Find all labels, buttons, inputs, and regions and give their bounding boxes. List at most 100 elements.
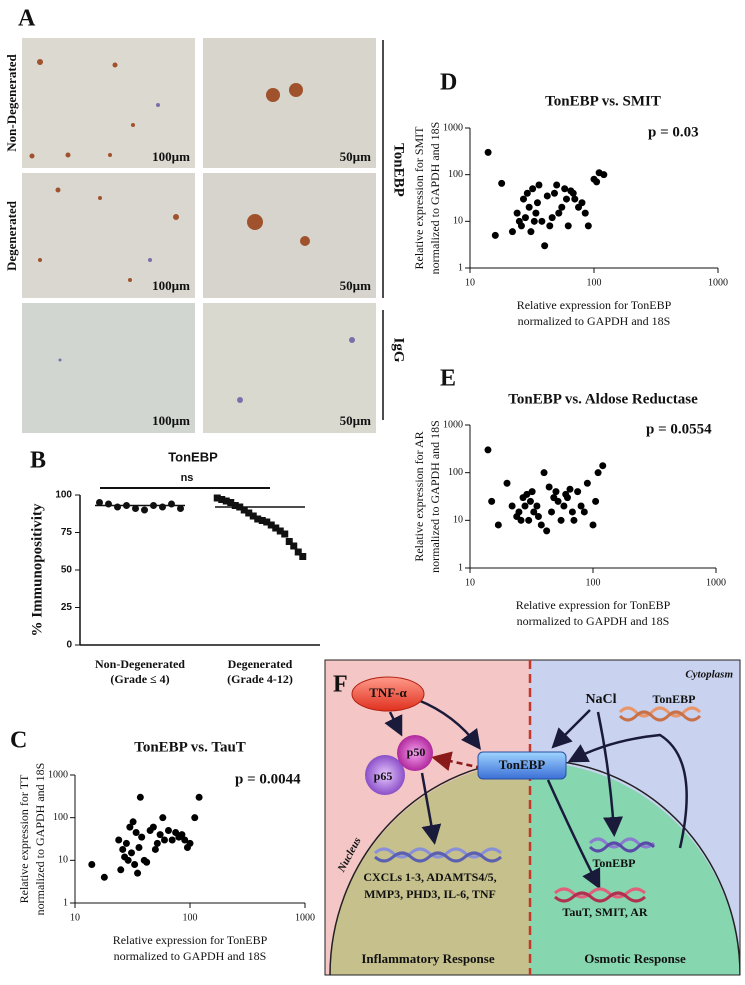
data-point (258, 517, 266, 524)
arrow (596, 711, 624, 837)
data-point (578, 199, 586, 207)
arrow (551, 709, 591, 749)
data-point (105, 500, 112, 508)
data-point (153, 839, 161, 847)
data-point (550, 189, 558, 197)
y-axis-label: Relative expression for TT (17, 774, 31, 903)
panel-f: F Cytoplasm Nucleus TNF-α NaCl p50 p65 T… (324, 659, 741, 976)
data-point (581, 209, 589, 217)
y-tick-label: 75 (61, 527, 73, 538)
micrograph (22, 303, 195, 433)
y-tick-label: 1 (458, 262, 463, 273)
data-point (276, 527, 284, 535)
y-tick-label: 100 (448, 169, 463, 180)
data-point (529, 185, 537, 193)
p65-node (365, 755, 405, 795)
data-point (177, 505, 184, 512)
response-label: Inflammatory Response (361, 951, 494, 966)
x-axis-label: Relative expression for TonEBP (516, 598, 671, 612)
arrows (384, 698, 688, 890)
y-axis-label: normalized to GAPDH and 18S (428, 420, 442, 573)
scale-bar-label: 100µm (152, 149, 190, 164)
gene-label: CXCLs 1-3, ADAMTS4/5, (363, 870, 496, 884)
data-point (526, 497, 534, 505)
data-point (577, 502, 585, 510)
x-tick-label: 1000 (708, 277, 728, 288)
data-point (570, 516, 578, 524)
group-label: IgG (391, 337, 407, 362)
data-point (160, 836, 168, 844)
arrow (417, 698, 481, 751)
y-tick-label: 100 (53, 812, 68, 823)
scale-bar-label: 50µm (340, 149, 371, 164)
group-label: TonEBP (391, 143, 407, 197)
y-tick-label: 10 (453, 515, 463, 526)
data-point (159, 503, 166, 511)
arrow (420, 772, 442, 845)
data-point (513, 209, 521, 217)
data-point (600, 171, 608, 179)
data-point (168, 500, 175, 508)
compartment-label: Cytoplasm (685, 669, 733, 681)
data-point (508, 502, 516, 510)
data-point (535, 181, 543, 189)
data-point (521, 214, 529, 222)
data-point (134, 869, 142, 877)
panel-a: A Non-Degenerated Degenerated TonEBP IgG… (4, 6, 407, 433)
data-point (272, 524, 280, 532)
data-point (96, 499, 103, 506)
data-point (249, 512, 257, 520)
y-tick-label: 1000 (48, 769, 68, 780)
gene-label: MMP3, PHD3, IL-6, TNF (364, 887, 496, 901)
panel-frame (324, 659, 741, 976)
data-point (571, 195, 579, 203)
data-point (558, 203, 566, 211)
gene (554, 891, 646, 903)
row-label: Non-Degenerated (4, 53, 19, 151)
gene (554, 887, 646, 899)
data-point (218, 496, 226, 503)
y-tick-label: 1 (458, 562, 463, 573)
y-tick-label: 10 (453, 216, 463, 227)
data-point (149, 823, 157, 831)
arrow (384, 711, 403, 737)
data-point (164, 827, 172, 835)
counterstained-cells (58, 103, 355, 403)
micrograph (203, 303, 376, 433)
y-tick-label: 100 (448, 467, 463, 478)
data-point (561, 185, 569, 193)
data-point (195, 793, 203, 801)
data-point (290, 542, 298, 550)
gene (588, 837, 656, 849)
nucleic-acids (374, 706, 702, 903)
data-point (527, 228, 535, 236)
protein-label: p65 (374, 769, 393, 783)
data-point (523, 490, 531, 498)
data-point (525, 203, 533, 211)
y-axis-label: normalized to GAPDH and 18S (33, 763, 47, 916)
data-point (540, 469, 548, 477)
panel-label: A (18, 6, 36, 32)
data-point (122, 839, 130, 847)
stained-cells (29, 59, 310, 282)
data-point (533, 199, 541, 207)
mrna (618, 706, 702, 718)
response-label: Osmotic Response (584, 951, 686, 966)
data-point (545, 483, 553, 491)
nucleus-right (530, 762, 740, 975)
data-point (131, 860, 139, 868)
data-point (181, 836, 189, 844)
data-point (521, 502, 529, 510)
data-point (554, 497, 562, 505)
data-point (532, 209, 540, 217)
data-point (568, 508, 576, 516)
data-point (151, 845, 159, 853)
data-point (231, 502, 239, 509)
x-tick-label: 1000 (706, 577, 726, 588)
annotation: p = 0.0554 (646, 421, 712, 437)
x-tick-label: (Grade 4-12) (227, 672, 293, 686)
data-point (129, 818, 137, 826)
y-axis-label: Relative expression for SMIT (412, 126, 426, 270)
x-tick-label: 10 (70, 912, 80, 923)
data-point (117, 866, 125, 874)
